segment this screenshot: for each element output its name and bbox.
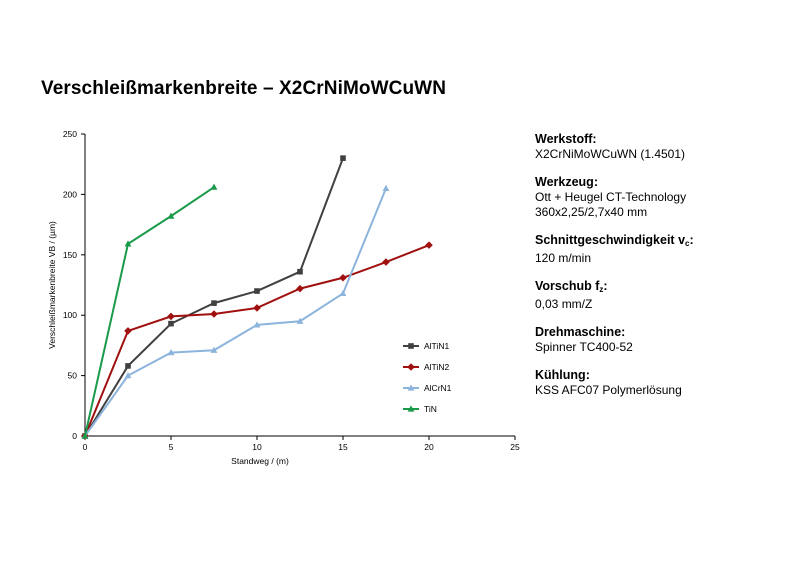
data-point [339, 289, 347, 297]
data-point [340, 155, 346, 161]
data-point [210, 183, 218, 190]
data-point [124, 240, 132, 247]
chart-legend: AlTiN1 AlTiN2 AlCrN1 TiN [403, 341, 452, 414]
y-tick-label: 150 [63, 250, 77, 260]
data-point [425, 241, 433, 249]
info-heading-colon: : [593, 175, 598, 189]
legend-marker [407, 405, 415, 412]
data-point [81, 432, 89, 439]
info-heading-colon: : [621, 325, 626, 339]
y-tick-label: 50 [68, 371, 78, 381]
info-block: Kühlung: KSS AFC07 Polymerlösung [535, 368, 790, 398]
page-title: Verschleißmarkenbreite – X2CrNiMoWCuWN [41, 78, 447, 99]
info-heading: Vorschub fz: [535, 279, 790, 297]
x-tick-label: 10 [252, 442, 262, 452]
y-tick-label: 100 [63, 310, 77, 320]
info-value: X2CrNiMoWCuWN (1.4501) [535, 147, 686, 161]
y-tick-label: 250 [63, 129, 77, 139]
data-point [167, 349, 175, 356]
info-value: 120 m/min [535, 251, 592, 265]
x-tick-label: 5 [169, 442, 174, 452]
data-point [296, 284, 304, 293]
data-point [124, 327, 132, 335]
info-heading-label: Drehmaschine [535, 325, 622, 339]
info-heading-label: Werkstoff [535, 132, 593, 146]
info-value: KSS AFC07 Polymerlösung [535, 383, 682, 397]
info-value: 0,03 mm/Z [535, 297, 593, 311]
info-heading-colon: : [689, 233, 694, 247]
x-tick-label: 15 [338, 442, 348, 452]
series-line [84, 157, 344, 437]
data-point [210, 310, 218, 318]
x-tick-label: 25 [510, 442, 520, 452]
series-line [84, 187, 387, 437]
info-heading-label: Vorschub f [535, 279, 600, 293]
data-point [382, 258, 390, 266]
data-point [339, 273, 347, 282]
chart-axes: 0 50 100 150 200 250 0 5 10 15 20 25 Standweg / (m) V… [47, 129, 520, 466]
info-heading-subscript: z [599, 285, 604, 294]
y-tick-label: 0 [72, 431, 77, 441]
legend-item: TiN [403, 404, 437, 414]
legend-item: AlTiN1 [403, 341, 449, 351]
data-point [254, 288, 260, 294]
info-block: Schnittgeschwindigkeit vc: 120 m/min [535, 233, 790, 266]
info-heading: Kühlung: [535, 368, 790, 383]
y-tick-label: 200 [63, 189, 77, 199]
info-block: Werkstoff: X2CrNiMoWCuWN (1.4501) [535, 132, 790, 162]
info-heading: Drehmaschine: [535, 325, 790, 340]
data-point [167, 212, 175, 219]
info-block: Drehmaschine: Spinner TC400-52 [535, 325, 790, 355]
info-heading: Schnittgeschwindigkeit vc: [535, 233, 790, 251]
legend-label: AlTiN2 [424, 362, 449, 372]
info-heading-label: Kühlung [535, 368, 586, 382]
series-altin1 [82, 155, 346, 439]
data-point [296, 317, 304, 324]
data-point [297, 268, 303, 275]
info-value: 360x2,25/2,7x40 mm [535, 205, 648, 219]
info-value: Ott + Heugel CT-Technology [535, 190, 687, 204]
legend-marker [407, 363, 415, 371]
data-point [210, 346, 218, 353]
info-value: Spinner TC400-52 [535, 340, 633, 354]
info-heading-subscript: c [685, 239, 690, 248]
data-point [253, 304, 261, 312]
data-point [168, 320, 174, 327]
info-heading-label: Schnittgeschwindigkeit v [535, 233, 686, 247]
y-axis-label: Verschleißmarkenbreite VB / (µm) [47, 221, 57, 349]
info-heading-colon: : [603, 279, 608, 293]
series-line [84, 244, 430, 437]
info-heading-colon: : [585, 368, 590, 382]
info-heading: Werkstoff: [535, 132, 790, 147]
info-heading-colon: : [592, 132, 597, 146]
data-point [167, 312, 175, 321]
chart-series [81, 155, 433, 440]
data-point [211, 300, 217, 306]
info-heading-label: Werkzeug [535, 175, 594, 189]
legend-label: TiN [424, 404, 437, 414]
data-point [124, 372, 132, 379]
info-block: Werkzeug: Ott + Heugel CT-Technology 360x2… [535, 175, 790, 220]
data-point [125, 363, 131, 369]
legend-item: AlTiN2 [403, 362, 449, 372]
data-point [253, 321, 261, 328]
series-line [84, 186, 215, 437]
info-heading: Werkzeug: [535, 175, 790, 190]
legend-marker [408, 343, 414, 349]
legend-label: AlCrN1 [424, 383, 452, 393]
series-tin [81, 183, 218, 439]
info-panel: Werkstoff: X2CrNiMoWCuWN (1.4501) Werkzeug… [535, 132, 790, 411]
x-tick-label: 20 [424, 442, 434, 452]
series-altin2 [81, 241, 433, 440]
legend-marker [407, 384, 415, 391]
x-axis-label: Standweg / (m) [231, 456, 289, 466]
series-alcrn1 [81, 184, 390, 439]
info-block: Vorschub fz: 0,03 mm/Z [535, 279, 790, 312]
data-point [382, 184, 390, 191]
legend-label: AlTiN1 [424, 341, 449, 351]
x-tick-label: 0 [83, 442, 88, 452]
legend-item: AlCrN1 [403, 383, 452, 393]
